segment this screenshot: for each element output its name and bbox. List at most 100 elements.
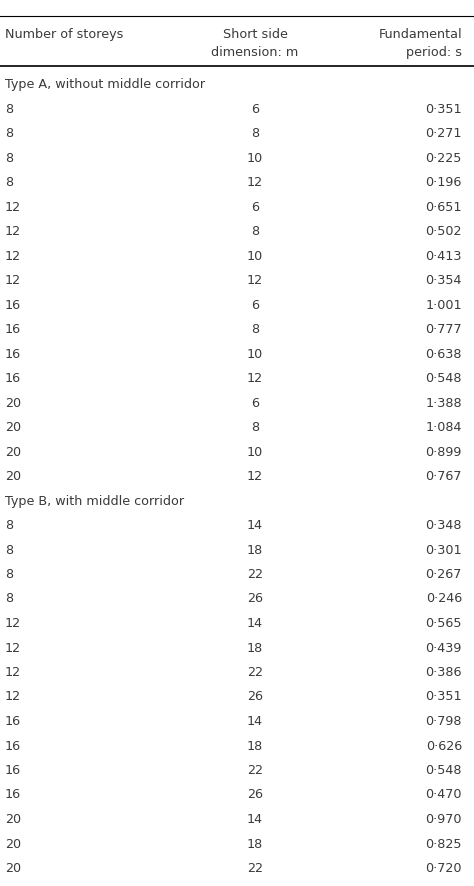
- Text: 0·351: 0·351: [425, 103, 462, 115]
- Text: 0·899: 0·899: [426, 446, 462, 458]
- Text: 0·777: 0·777: [425, 323, 462, 336]
- Text: 0·246: 0·246: [426, 593, 462, 605]
- Text: 0·565: 0·565: [426, 617, 462, 630]
- Text: Short side: Short side: [223, 28, 287, 41]
- Text: 0·351: 0·351: [425, 690, 462, 703]
- Text: 10: 10: [247, 152, 263, 165]
- Text: 14: 14: [247, 813, 263, 826]
- Text: 22: 22: [247, 764, 263, 777]
- Text: 12: 12: [5, 641, 21, 655]
- Text: 22: 22: [247, 862, 263, 875]
- Text: 0·271: 0·271: [426, 127, 462, 140]
- Text: 16: 16: [5, 323, 21, 336]
- Text: 16: 16: [5, 347, 21, 361]
- Text: 12: 12: [5, 200, 21, 214]
- Text: 8: 8: [5, 568, 13, 581]
- Text: 20: 20: [5, 446, 21, 458]
- Text: 16: 16: [5, 299, 21, 312]
- Text: 0·439: 0·439: [426, 641, 462, 655]
- Text: 10: 10: [247, 250, 263, 262]
- Text: 0·825: 0·825: [426, 837, 462, 851]
- Text: 18: 18: [247, 641, 263, 655]
- Text: 12: 12: [5, 250, 21, 262]
- Text: 8: 8: [5, 127, 13, 140]
- Text: 20: 20: [5, 813, 21, 826]
- Text: 10: 10: [247, 446, 263, 458]
- Text: 8: 8: [5, 152, 13, 165]
- Text: 20: 20: [5, 470, 21, 483]
- Text: 12: 12: [5, 617, 21, 630]
- Text: 1·388: 1·388: [425, 397, 462, 409]
- Text: 12: 12: [5, 274, 21, 287]
- Text: 20: 20: [5, 397, 21, 409]
- Text: 16: 16: [5, 715, 21, 728]
- Text: 20: 20: [5, 421, 21, 434]
- Text: 0·470: 0·470: [426, 789, 462, 802]
- Text: 0·720: 0·720: [426, 862, 462, 875]
- Text: 6: 6: [251, 299, 259, 312]
- Text: 8: 8: [5, 519, 13, 532]
- Text: 26: 26: [247, 593, 263, 605]
- Text: 12: 12: [5, 666, 21, 679]
- Text: 0·267: 0·267: [426, 568, 462, 581]
- Text: 6: 6: [251, 200, 259, 214]
- Text: 12: 12: [5, 225, 21, 238]
- Text: 8: 8: [5, 103, 13, 115]
- Text: 8: 8: [5, 176, 13, 189]
- Text: 22: 22: [247, 666, 263, 679]
- Text: 12: 12: [247, 274, 263, 287]
- Text: 8: 8: [5, 593, 13, 605]
- Text: 20: 20: [5, 862, 21, 875]
- Text: 16: 16: [5, 372, 21, 385]
- Text: 8: 8: [251, 323, 259, 336]
- Text: 18: 18: [247, 543, 263, 556]
- Text: 0·413: 0·413: [426, 250, 462, 262]
- Text: 0·970: 0·970: [426, 813, 462, 826]
- Text: 8: 8: [251, 421, 259, 434]
- Text: 22: 22: [247, 568, 263, 581]
- Text: 0·638: 0·638: [426, 347, 462, 361]
- Text: Type A, without middle corridor: Type A, without middle corridor: [5, 78, 205, 91]
- Text: 26: 26: [247, 789, 263, 802]
- Text: 0·301: 0·301: [425, 543, 462, 556]
- Text: 0·502: 0·502: [426, 225, 462, 238]
- Text: 12: 12: [247, 176, 263, 189]
- Text: 0·196: 0·196: [426, 176, 462, 189]
- Text: 20: 20: [5, 837, 21, 851]
- Text: 8: 8: [251, 127, 259, 140]
- Text: 14: 14: [247, 715, 263, 728]
- Text: 8: 8: [5, 543, 13, 556]
- Text: period: s: period: s: [406, 46, 462, 59]
- Text: Fundamental: Fundamental: [378, 28, 462, 41]
- Text: 18: 18: [247, 740, 263, 752]
- Text: 18: 18: [247, 837, 263, 851]
- Text: 6: 6: [251, 103, 259, 115]
- Text: 0·386: 0·386: [426, 666, 462, 679]
- Text: 10: 10: [247, 347, 263, 361]
- Text: 8: 8: [251, 225, 259, 238]
- Text: dimension: m: dimension: m: [211, 46, 299, 59]
- Text: 12: 12: [247, 372, 263, 385]
- Text: 16: 16: [5, 740, 21, 752]
- Text: 0·798: 0·798: [426, 715, 462, 728]
- Text: 0·548: 0·548: [426, 372, 462, 385]
- Text: 26: 26: [247, 690, 263, 703]
- Text: Number of storeys: Number of storeys: [5, 28, 123, 41]
- Text: 0·225: 0·225: [426, 152, 462, 165]
- Text: 0·651: 0·651: [426, 200, 462, 214]
- Text: 0·548: 0·548: [426, 764, 462, 777]
- Text: 0·354: 0·354: [426, 274, 462, 287]
- Text: 12: 12: [5, 690, 21, 703]
- Text: 16: 16: [5, 764, 21, 777]
- Text: 0·626: 0·626: [426, 740, 462, 752]
- Text: 14: 14: [247, 617, 263, 630]
- Text: 6: 6: [251, 397, 259, 409]
- Text: 1·001: 1·001: [425, 299, 462, 312]
- Text: Type B, with middle corridor: Type B, with middle corridor: [5, 494, 184, 508]
- Text: 12: 12: [247, 470, 263, 483]
- Text: 16: 16: [5, 789, 21, 802]
- Text: 1·084: 1·084: [426, 421, 462, 434]
- Text: 14: 14: [247, 519, 263, 532]
- Text: 0·767: 0·767: [426, 470, 462, 483]
- Text: 0·348: 0·348: [426, 519, 462, 532]
